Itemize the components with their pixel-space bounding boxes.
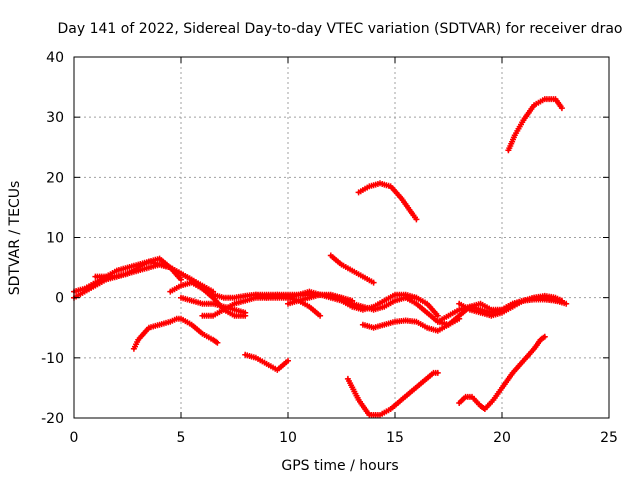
- series-line: [506, 97, 564, 152]
- series-arc7: [130, 315, 221, 352]
- series-line: [132, 317, 219, 351]
- series-arc12: [355, 180, 420, 223]
- y-tick-label: 40: [46, 50, 64, 66]
- y-tick-label: -20: [41, 411, 64, 427]
- x-tick-label: 25: [600, 430, 618, 446]
- axis-ticks: 0 5 10 15 20 25 -20 -10 0 10 20 30 40: [41, 50, 618, 446]
- series-markers: [71, 255, 184, 301]
- series-line: [361, 317, 461, 333]
- chart-title: Day 141 of 2022, Sidereal Day-to-day VTE…: [57, 21, 622, 37]
- y-tick-label: 20: [46, 170, 64, 186]
- series-line: [457, 335, 547, 411]
- series-line: [179, 296, 247, 315]
- x-tick-label: 10: [279, 430, 297, 446]
- x-tick-label: 20: [493, 430, 511, 446]
- y-axis-label: SDTVAR / TECUs: [7, 181, 23, 296]
- data-series: [71, 96, 570, 418]
- y-tick-label: 30: [46, 110, 64, 126]
- series-line: [72, 257, 183, 300]
- series-line: [243, 353, 290, 372]
- series-line: [329, 254, 376, 285]
- series-arc8: [242, 351, 291, 373]
- series-arc17: [456, 333, 548, 412]
- x-tick-label: 0: [70, 430, 79, 446]
- series-arc13: [344, 369, 441, 418]
- series-arc19: [505, 96, 565, 154]
- series-line: [254, 290, 418, 312]
- series-line: [346, 371, 440, 417]
- y-tick-label: 10: [46, 231, 64, 247]
- series-arc11: [327, 252, 377, 286]
- x-tick-label: 15: [386, 430, 404, 446]
- series-line: [457, 294, 564, 318]
- series-arc2: [71, 255, 184, 301]
- y-tick-label: -10: [41, 351, 64, 367]
- series-arc18: [456, 292, 565, 319]
- series-arc5: [178, 294, 249, 316]
- x-tick-label: 5: [177, 430, 186, 446]
- x-axis-label: GPS time / hours: [281, 458, 398, 474]
- series-line: [357, 181, 418, 221]
- grid-lines: [74, 57, 609, 418]
- y-tick-label: 0: [55, 291, 64, 307]
- series-line: [286, 293, 440, 318]
